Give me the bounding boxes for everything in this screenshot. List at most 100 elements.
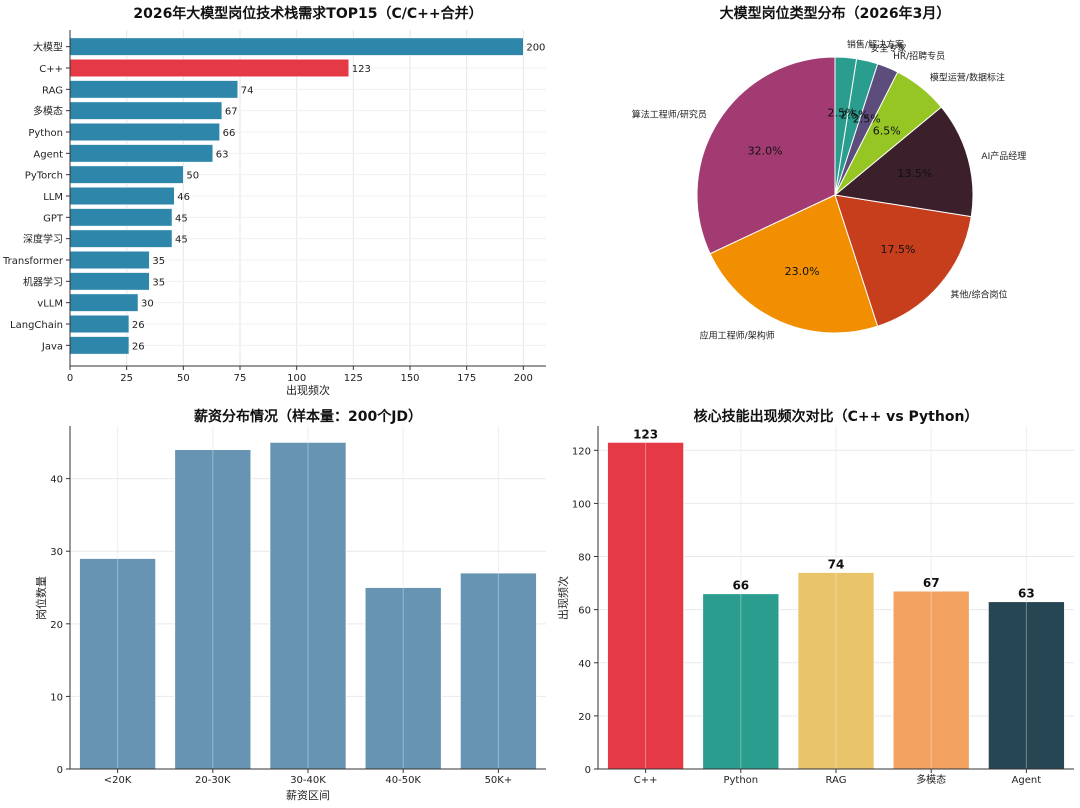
pct-label: 2.5%: [828, 106, 856, 119]
value-label: 35: [152, 256, 165, 267]
pct-label: 6.5%: [873, 124, 901, 137]
x-tick-label: 100: [287, 373, 306, 384]
bar-2: [269, 441, 347, 770]
y-tick-label: 100: [572, 499, 591, 510]
pct-label: 23.0%: [785, 265, 820, 278]
y-tick-label: 机器学习: [23, 275, 63, 288]
pie-labels: 32.0% 算法工程师/研究员 23.0% 应用工程师/架构师 17.5% 其他/综合岗位…: [632, 39, 1026, 342]
pct-label: 13.5%: [897, 167, 932, 180]
pie-slice-3: [833, 106, 974, 218]
x-axis-label: 薪资区间: [286, 789, 330, 802]
bar-4: [987, 601, 1065, 770]
y-tick-label: 80: [578, 553, 591, 564]
x-tick-label: 20-30K: [195, 775, 231, 786]
y-tick-label: 0: [585, 765, 591, 776]
bar-1: [702, 593, 780, 770]
chart-title: 薪资分布情况（样本量：200个JD）: [194, 408, 422, 425]
value-label: 66: [732, 579, 749, 593]
value-label: 123: [352, 64, 371, 75]
bar-6: [69, 165, 184, 184]
axes: 0 20 40 60 80 100 120 C++ Python RAG 多模态 Agent: [572, 426, 1074, 786]
bar-10: [69, 251, 150, 269]
value-label: 123: [633, 427, 658, 441]
bar-9: [69, 229, 173, 248]
bar-8: [69, 208, 173, 227]
x-tick-label: 0: [67, 373, 73, 384]
salary-bar-chart: 薪资分布情况（样本量：200个JD） 薪资区间 岗位数量 0 10 20 30 40 <2…: [34, 408, 546, 802]
x-tick-label: 30-40K: [290, 775, 326, 786]
pie-slices: [696, 56, 974, 334]
x-tick-label: 175: [457, 373, 476, 384]
pie-slice-0: [696, 56, 836, 255]
x-tick-label: Agent: [1012, 775, 1042, 786]
job-type-pie-chart: 大模型岗位类型分布（2026年3月） 32.0% 算法工程师/研究员 23.0% 应用…: [632, 5, 1026, 341]
pct-label: 2.5%: [840, 108, 868, 121]
bar-0: [69, 37, 524, 56]
value-label: 74: [241, 85, 254, 96]
y-tick-label: Python: [28, 128, 63, 139]
value-label: 26: [132, 320, 145, 331]
value-label: 74: [828, 557, 845, 571]
value-label: 26: [132, 341, 145, 352]
y-tick-label: 0: [57, 765, 63, 776]
pct-label: 17.5%: [880, 243, 915, 256]
y-tick-label: 120: [572, 446, 591, 457]
value-label: 30: [141, 299, 154, 310]
y-axis-label: 出现频次: [556, 576, 570, 620]
y-tick-label: PyTorch: [25, 171, 63, 182]
y-tick-label: Transformer: [2, 256, 64, 267]
y-tick-label: 10: [50, 692, 63, 703]
bar-0: [607, 441, 685, 770]
category-label: 安全专家: [870, 42, 906, 54]
y-axis-label: 岗位数量: [34, 576, 48, 620]
value-label: 50: [186, 171, 199, 182]
chart-title: 2026年大模型岗位技术栈需求TOP15（C/C++合并）: [133, 5, 482, 22]
bar-13: [69, 315, 130, 333]
pie-slice-1: [709, 194, 879, 334]
y-tick-label: Agent: [33, 149, 63, 160]
bar-2: [797, 572, 875, 770]
bar-4: [69, 123, 220, 141]
y-tick-label: 30: [50, 547, 63, 558]
bar-0: [79, 558, 157, 770]
value-label: 45: [175, 213, 188, 224]
bar-3: [69, 101, 223, 120]
x-tick-label: 多模态: [916, 773, 946, 786]
category-label: 销售/解决方案: [847, 39, 904, 51]
bar-3: [892, 590, 970, 770]
value-label: 63: [1018, 587, 1035, 601]
y-tick-label: 深度学习: [23, 233, 63, 246]
bar-2: [69, 80, 238, 99]
y-tick-label: C++: [39, 64, 63, 75]
bar-7: [69, 187, 175, 205]
y-tick-label: 20: [578, 712, 591, 723]
category-label: 算法工程师/研究员: [632, 109, 707, 121]
category-label: 其他/综合岗位: [950, 289, 1007, 301]
value-label: 46: [177, 192, 190, 203]
x-tick-label: 50: [177, 373, 190, 384]
axes: 0 25 50 75 100 125 150 175 200 大模型 C++ RAG 多模态 Python…: [2, 30, 546, 384]
y-tick-label: 大模型: [33, 41, 63, 54]
x-tick-label: Python: [723, 775, 758, 786]
y-tick-label: LangChain: [10, 320, 63, 331]
tech-stack-bar-chart: 2026年大模型岗位技术栈需求TOP15（C/C++合并） 出现频次 200 12…: [2, 5, 546, 397]
value-label: 45: [175, 235, 188, 246]
value-label: 35: [152, 277, 165, 288]
y-tick-label: 多模态: [33, 105, 63, 118]
x-tick-label: 75: [234, 373, 247, 384]
y-tick-label: RAG: [42, 85, 63, 96]
pie-slice-2: [834, 194, 972, 327]
bar-4: [459, 572, 537, 770]
value-label: 200: [526, 43, 545, 54]
x-tick-label: 25: [120, 373, 133, 384]
chart-title: 核心技能出现频次对比（C++ vs Python）: [694, 408, 979, 425]
x-tick-label: RAG: [826, 775, 847, 786]
pie-slice-7: [834, 56, 858, 196]
pct-label: 32.0%: [748, 145, 783, 158]
x-tick-label: 200: [514, 373, 533, 384]
x-tick-label: 50K+: [485, 775, 513, 786]
y-tick-label: vLLM: [37, 299, 63, 310]
x-tick-label: <20K: [104, 775, 132, 786]
